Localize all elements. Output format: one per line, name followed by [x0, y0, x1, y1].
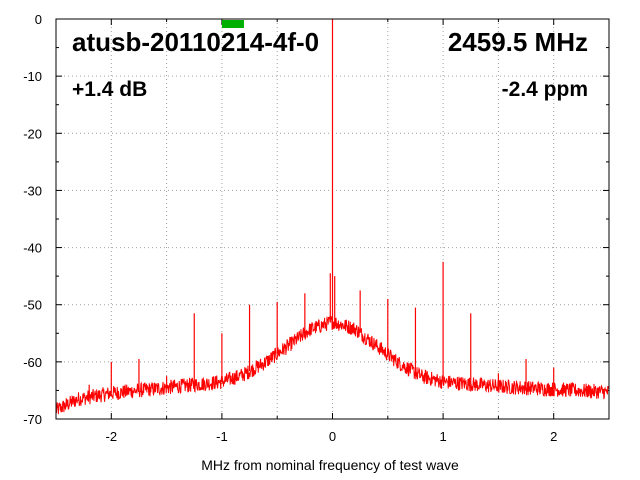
- y-tick-label: -20: [23, 126, 42, 141]
- x-tick-label: 2: [550, 429, 557, 444]
- frequency-label: 2459.5 MHz: [448, 27, 588, 57]
- plot-frame: [55, 18, 610, 420]
- y-tick-label: -50: [23, 298, 42, 313]
- x-tick-label: 1: [439, 429, 446, 444]
- noise-trace: [55, 315, 610, 415]
- trace-layer: [55, 19, 610, 415]
- ppm-label: -2.4 ppm: [502, 78, 588, 101]
- x-axis-title: MHz from nominal frequency of test wave: [201, 457, 459, 473]
- level-label: +1.4 dB: [72, 78, 147, 101]
- y-tick-label: -40: [23, 241, 42, 256]
- y-tick-label: -60: [23, 355, 42, 370]
- device-label: atusb-20110214-4f-0: [72, 27, 319, 57]
- y-ticks: 0 -10 -20 -30 -40 -50 -60 -70: [23, 12, 609, 427]
- y-tick-label: -30: [23, 183, 42, 198]
- x-tick-label: 0: [329, 429, 336, 444]
- x-tick-label: -2: [106, 429, 118, 444]
- y-tick-label: -70: [23, 412, 42, 427]
- y-tick-label: 0: [35, 12, 42, 27]
- y-tick-label: -10: [23, 69, 42, 84]
- x-tick-label: -1: [216, 429, 228, 444]
- frequency-marker: [221, 20, 244, 28]
